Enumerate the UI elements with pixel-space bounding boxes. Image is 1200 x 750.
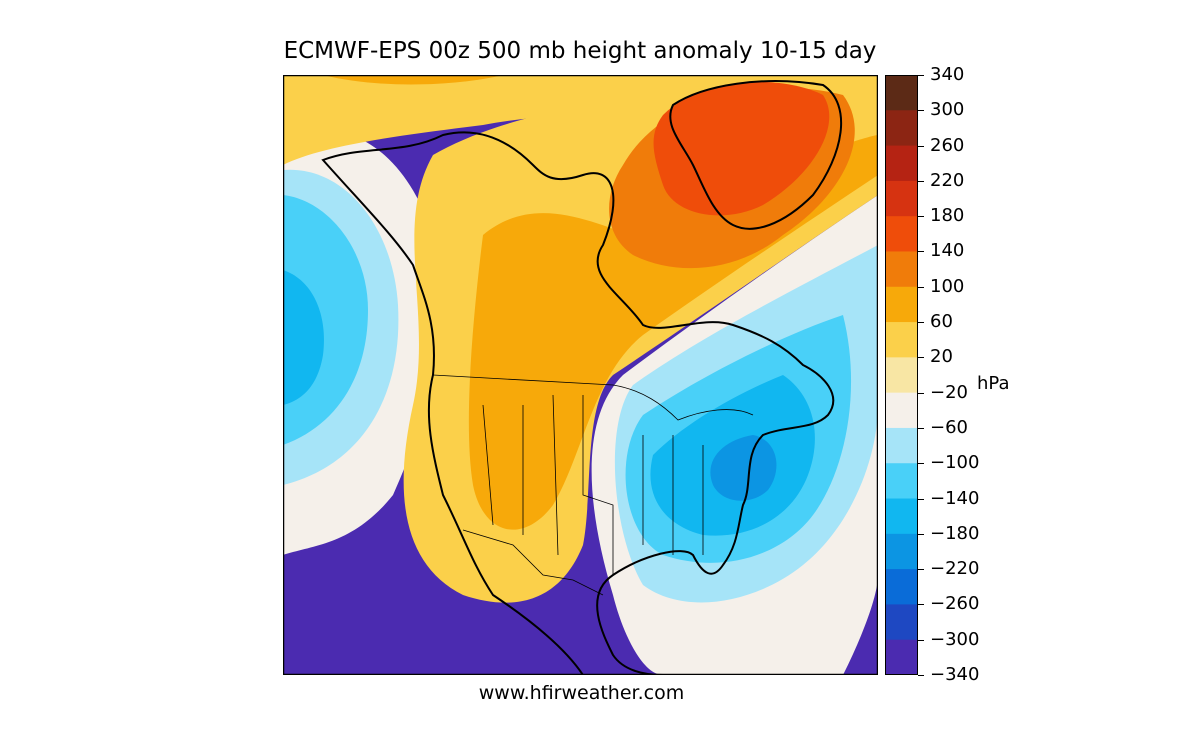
colorbar-tick-label: −60 (930, 416, 968, 438)
border-us-canada (432, 374, 754, 421)
negative-anomaly-east-core (710, 435, 777, 501)
colorbar-tick-label: 20 (930, 346, 953, 368)
colorbar-swatch (885, 251, 918, 288)
colorbar-tick (918, 463, 924, 465)
colorbar-tick (918, 604, 924, 606)
colorbar-swatch (885, 392, 918, 429)
colorbar-tick-label: −260 (930, 593, 980, 615)
colorbar-tick-label: −180 (930, 522, 980, 544)
map-border (283, 75, 878, 675)
positive-anomaly-greenland-180 (653, 81, 830, 216)
colorbar-tick-label: 60 (930, 311, 953, 333)
colorbar-tick-label: 180 (930, 205, 965, 227)
colorbar-swatch (885, 110, 918, 147)
colorbar-unit: hPa (977, 373, 1010, 394)
coastlines (321, 80, 843, 675)
colorbar-tick (918, 357, 924, 359)
colorbar-tick (918, 322, 924, 324)
colorbar-tick-label: 260 (930, 134, 965, 156)
colorbar-swatch (885, 427, 918, 464)
colorbar-tick-label: −220 (930, 558, 980, 580)
colorbar-swatch (885, 639, 918, 676)
colorbar-tick-label: 140 (930, 240, 965, 262)
credit-url[interactable]: www.hfirweather.com (478, 682, 685, 704)
coastline-north-america (321, 131, 835, 675)
colorbar-swatch (885, 286, 918, 323)
colorbar-tick (918, 251, 924, 253)
colorbar-tick-label: −340 (930, 664, 980, 685)
colorbar-tick (918, 216, 924, 218)
colorbar-swatch (885, 216, 918, 252)
colorbar-swatch (885, 357, 918, 394)
colorbar-tick-label: 300 (930, 99, 965, 121)
colorbar-tick (918, 639, 924, 641)
colorbar-swatch (885, 145, 918, 182)
colorbar-tick-label: 340 (930, 64, 965, 85)
colorbar-swatch (885, 498, 918, 535)
colorbar-tick (918, 145, 924, 147)
colorbar (885, 75, 918, 676)
colorbar-tick (918, 286, 924, 288)
chart-title: ECMWF-EPS 00z 500 mb height anomaly 10-1… (283, 38, 877, 64)
colorbar-tick (918, 569, 924, 571)
state-lines (482, 394, 704, 575)
colorbar-tick-label: −20 (930, 381, 968, 403)
colorbar-swatch (885, 322, 918, 358)
colorbar-tick-label: 220 (930, 169, 965, 191)
border-us-mexico (462, 529, 604, 596)
colorbar-swatch (885, 569, 918, 605)
colorbar-tick-label: 100 (930, 275, 965, 297)
colorbar-tick-label: −140 (930, 487, 980, 509)
colorbar-tick (918, 533, 924, 535)
boundaries (432, 374, 754, 596)
colorbar-tick (918, 498, 924, 500)
coastline-greenland (669, 80, 843, 230)
negative-anomaly-pacific-core (283, 270, 324, 405)
colorbar-swatch (885, 180, 918, 217)
anomaly-map (283, 75, 878, 675)
colorbar-swatch (885, 533, 918, 570)
colorbar-tick (918, 180, 924, 182)
colorbar-tick-label: −300 (930, 628, 980, 650)
colorbar-swatch (885, 463, 918, 500)
colorbar-tick (918, 75, 924, 76)
colorbar-tick (918, 110, 924, 112)
colorbar-tick-label: −100 (930, 452, 980, 474)
colorbar-swatch (885, 75, 918, 111)
colorbar-tick (918, 675, 924, 676)
positive-anomaly-top-100 (323, 75, 503, 85)
colorbar-tick (918, 392, 924, 394)
colorbar-tick (918, 427, 924, 429)
colorbar-swatch (885, 604, 918, 641)
